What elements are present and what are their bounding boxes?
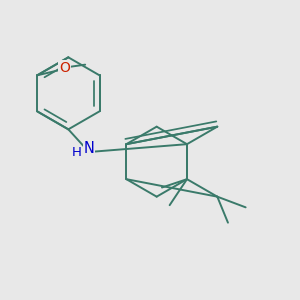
Text: H: H	[71, 146, 81, 159]
Text: O: O	[59, 61, 70, 75]
Text: N: N	[84, 140, 94, 155]
